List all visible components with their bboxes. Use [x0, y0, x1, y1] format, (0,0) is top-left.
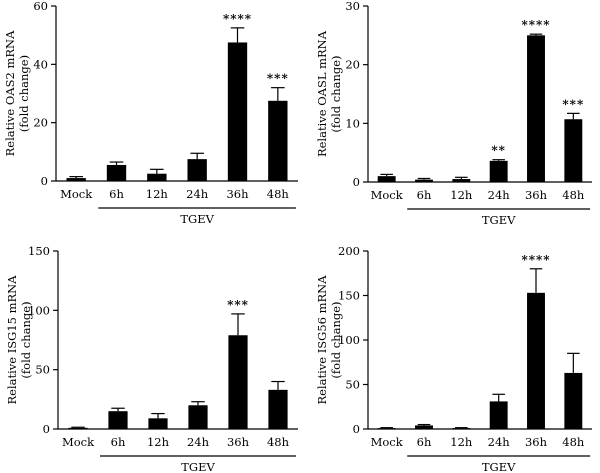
y-tick-label: 20 — [345, 58, 360, 72]
significance-marker: ** — [491, 144, 506, 158]
y-axis-label: (fold change) — [17, 55, 31, 132]
x-tick-label: 24h — [488, 188, 511, 202]
group-label: TGEV — [181, 460, 215, 473]
y-tick-label: 50 — [35, 363, 50, 377]
bar-oasl-24h — [489, 160, 508, 182]
bar-isg56-mock — [377, 428, 396, 429]
x-tick-label: 6h — [417, 435, 432, 449]
bar-isg15-48h — [268, 389, 288, 429]
x-tick-label: 36h — [525, 188, 548, 202]
y-tick-label: 0 — [43, 422, 50, 436]
y-tick-label: 10 — [345, 116, 360, 130]
x-tick-label: Mock — [371, 188, 404, 202]
y-axis-label: (fold change) — [329, 301, 343, 378]
x-tick-label: 12h — [450, 188, 473, 202]
bar-isg15-mock — [68, 427, 88, 429]
y-tick-label: 150 — [338, 289, 360, 303]
x-tick-label: 48h — [562, 188, 585, 202]
bar-oas2-12h — [147, 173, 167, 181]
bar-isg56-6h — [415, 425, 433, 429]
bar-oas2-mock — [66, 178, 86, 181]
y-axis-label: (fold change) — [19, 301, 33, 378]
x-tick-label: 36h — [226, 187, 249, 201]
x-tick-label: 6h — [111, 435, 126, 449]
x-tick-label: 48h — [267, 187, 290, 201]
y-tick-label: 50 — [345, 378, 360, 392]
y-tick-label: 40 — [33, 57, 48, 71]
y-tick-label: 60 — [33, 0, 48, 13]
y-tick-label: 200 — [338, 244, 360, 258]
panel-isg56: 0 50 100 150 200 Relative ISG56 mRNA (fold cha… — [315, 244, 592, 473]
panel-oasl: 0 10 20 30 Relative OASL mRNA (fold change) Mo… — [315, 0, 592, 227]
bar-isg15-36h — [228, 335, 248, 429]
y-axis-label: Relative OASL mRNA — [315, 30, 329, 157]
x-tick-label: 12h — [450, 435, 473, 449]
x-tick-label: 24h — [186, 187, 209, 201]
y-tick-label: 0 — [353, 422, 360, 436]
y-axis-label: Relative ISG56 mRNA — [315, 275, 329, 405]
bar-oas2-24h — [187, 159, 207, 181]
y-axis-label: (fold change) — [329, 55, 343, 132]
y-axis-label: Relative ISG15 mRNA — [5, 275, 19, 405]
bar-isg56-24h — [489, 401, 508, 429]
y-tick-label: 100 — [338, 333, 360, 347]
significance-marker: *** — [562, 97, 584, 111]
bar-isg15-24h — [188, 405, 208, 429]
x-tick-label: 12h — [147, 435, 170, 449]
x-tick-label: Mock — [371, 435, 404, 449]
y-tick-label: 150 — [28, 244, 50, 258]
x-tick-label: 6h — [417, 188, 432, 202]
bar-oas2-6h — [106, 164, 127, 181]
x-tick-label: 36h — [525, 435, 548, 449]
significance-marker: **** — [521, 18, 550, 32]
y-axis-label: Relative OAS2 mRNA — [3, 30, 17, 156]
panel-isg15: 0 50 100 150 Relative ISG15 mRNA (fold change… — [5, 244, 298, 473]
group-label: TGEV — [482, 213, 516, 227]
significance-marker: **** — [521, 253, 550, 267]
bar-oas2-48h — [268, 100, 288, 181]
x-tick-label: 36h — [227, 435, 250, 449]
x-tick-label: 12h — [146, 187, 169, 201]
x-tick-label: 24h — [187, 435, 210, 449]
bar-isg15-6h — [108, 411, 128, 429]
significance-marker: *** — [267, 72, 289, 86]
group-label: TGEV — [180, 212, 214, 226]
bar-isg15-12h — [148, 418, 168, 429]
y-tick-label: 0 — [41, 174, 48, 188]
bar-oas2-36h — [227, 42, 248, 182]
bar-oasl-36h — [527, 35, 545, 183]
x-tick-label: 48h — [562, 435, 585, 449]
bar-isg56-36h — [527, 292, 545, 429]
y-tick-label: 100 — [28, 303, 50, 317]
bar-oasl-6h — [415, 179, 433, 182]
x-tick-label: 6h — [109, 187, 124, 201]
bar-oasl-48h — [564, 119, 583, 182]
panel-oas2: 0 20 40 60 Relative OAS2 mRNA (fold change) Mo… — [3, 0, 298, 226]
x-tick-label: 24h — [488, 435, 511, 449]
significance-marker: **** — [223, 12, 252, 26]
y-tick-label: 20 — [33, 116, 48, 130]
x-tick-label: Mock — [62, 435, 95, 449]
y-tick-label: 30 — [345, 0, 360, 13]
bar-oasl-12h — [452, 179, 471, 182]
bar-oasl-mock — [377, 176, 396, 182]
group-label: TGEV — [482, 460, 516, 473]
x-tick-label: 48h — [267, 435, 290, 449]
y-tick-label: 0 — [353, 175, 360, 189]
bar-isg56-48h — [564, 372, 583, 429]
x-tick-label: Mock — [60, 187, 93, 201]
significance-marker: *** — [227, 298, 249, 312]
bar-isg56-12h — [452, 428, 471, 429]
